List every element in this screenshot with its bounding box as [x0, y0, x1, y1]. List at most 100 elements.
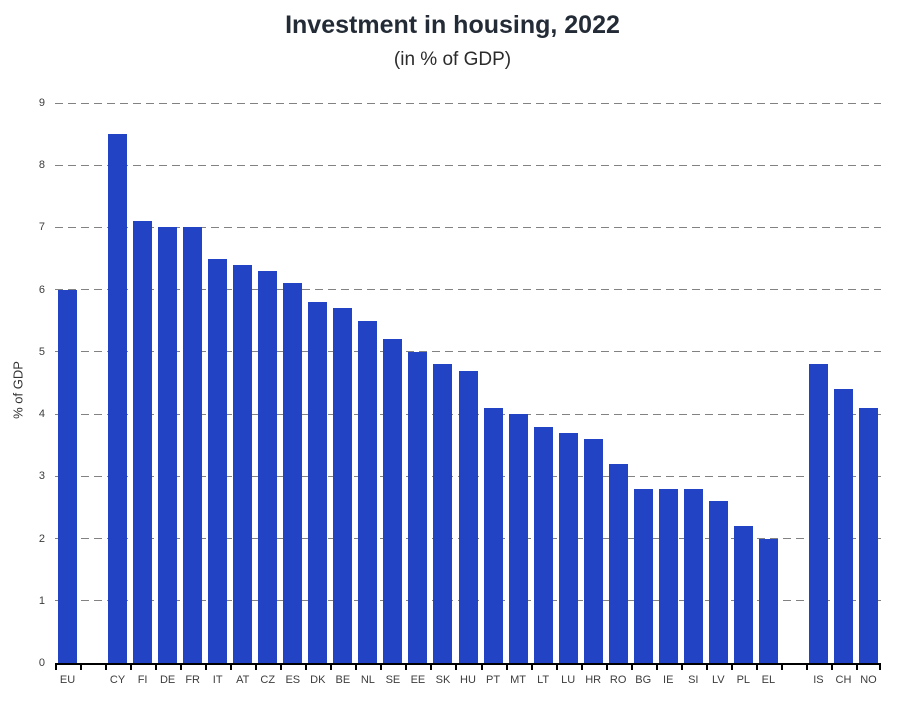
x-tick-label-IS: IS — [813, 674, 824, 686]
y-tick-label-7: 7 — [38, 221, 45, 234]
bar-AT — [233, 265, 253, 663]
x-tick-label-LV: LV — [711, 674, 725, 686]
x-tick-mark — [556, 665, 558, 670]
x-tick-mark — [531, 665, 533, 670]
x-tick-label-DK: DK — [310, 674, 326, 686]
y-tick-label-2: 2 — [38, 532, 45, 545]
bar-MT — [508, 414, 528, 663]
x-tick-label-NL: NL — [360, 674, 375, 686]
y-tick-label-4: 4 — [38, 408, 45, 421]
gridline-y8 — [55, 164, 881, 166]
x-tick-mark — [205, 665, 207, 670]
bar-DE — [158, 227, 178, 663]
x-tick-mark — [681, 665, 683, 670]
x-tick-mark — [606, 665, 608, 670]
bar-PT — [483, 408, 503, 663]
x-tick-mark — [380, 665, 382, 670]
bar-LV — [708, 501, 728, 663]
x-tick-label-CZ: CZ — [260, 674, 276, 686]
bar-SK — [433, 364, 453, 663]
bar-CH — [833, 389, 853, 663]
x-tick-label-LT: LT — [537, 674, 550, 686]
chart-title: Investment in housing, 2022 — [285, 11, 620, 39]
x-tick-mark — [731, 665, 733, 670]
x-tick-label-EE: EE — [410, 674, 426, 686]
x-tick-mark — [55, 665, 57, 670]
bar-BG — [633, 489, 653, 663]
bar-FR — [183, 227, 203, 663]
bar-SE — [383, 339, 403, 663]
gridline-y7 — [55, 226, 881, 228]
bar-IT — [208, 259, 228, 663]
x-tick-mark — [831, 665, 833, 670]
x-tick-label-IE: IE — [663, 674, 674, 686]
gridline-y5 — [55, 351, 881, 353]
x-tick-mark — [706, 665, 708, 670]
x-tick-label-HU: HU — [460, 674, 476, 686]
x-tick-label-ES: ES — [285, 674, 301, 686]
x-tick-label-CY: CY — [109, 674, 126, 686]
bar-RO — [608, 464, 628, 663]
x-tick-mark — [581, 665, 583, 670]
x-tick-label-MT: MT — [510, 674, 526, 686]
bar-PL — [733, 526, 753, 663]
x-tick-mark — [756, 665, 758, 670]
bar-NO — [858, 408, 878, 663]
x-tick-label-PL: PL — [736, 674, 751, 686]
bar-HR — [583, 439, 603, 663]
x-tick-mark — [656, 665, 658, 670]
x-tick-mark — [80, 665, 82, 670]
y-tick-label-0: 0 — [38, 657, 45, 669]
y-tick-label-8: 8 — [38, 159, 45, 172]
bar-LT — [533, 427, 553, 663]
x-tick-label-EU: EU — [59, 674, 76, 686]
x-tick-label-SK: SK — [435, 674, 451, 686]
x-tick-label-BG: BG — [635, 674, 652, 686]
x-tick-mark — [879, 665, 881, 670]
x-tick-mark — [430, 665, 432, 670]
bar-NL — [358, 321, 378, 663]
bar-EE — [408, 352, 428, 663]
x-tick-label-CH: CH — [835, 674, 852, 686]
x-tick-label-SE: SE — [385, 674, 401, 686]
x-tick-label-RO: RO — [609, 674, 627, 686]
x-tick-mark — [155, 665, 157, 670]
bar-IE — [658, 489, 678, 663]
x-tick-label-AT: AT — [236, 674, 250, 686]
x-tick-label-FR: FR — [185, 674, 200, 686]
x-tick-mark — [806, 665, 808, 670]
x-tick-mark — [481, 665, 483, 670]
x-tick-label-HR: HR — [585, 674, 602, 686]
x-tick-label-NO: NO — [860, 674, 877, 686]
x-tick-mark — [330, 665, 332, 670]
x-tick-mark — [180, 665, 182, 670]
bar-DK — [308, 302, 328, 663]
x-tick-mark — [255, 665, 257, 670]
x-tick-mark — [455, 665, 457, 670]
y-tick-label-1: 1 — [38, 594, 45, 607]
x-tick-label-EL: EL — [761, 674, 776, 686]
x-tick-mark — [105, 665, 107, 670]
x-tick-mark — [355, 665, 357, 670]
x-tick-mark — [130, 665, 132, 670]
x-tick-mark — [506, 665, 508, 670]
x-tick-mark — [781, 665, 783, 670]
plot-area: % of GDP 0 1 2 3 4 5 6 7 8 9 EU CY FI DE FR IT AT CZ ES DK B… — [11, 97, 881, 686]
x-tick-label-BE: BE — [335, 674, 351, 686]
y-tick-label-6: 6 — [38, 283, 45, 296]
x-tick-mark — [305, 665, 307, 670]
y-tick-label-5: 5 — [38, 345, 45, 358]
bar-BE — [333, 308, 353, 663]
chart-subtitle: (in % of GDP) — [393, 49, 512, 70]
x-tick-label-LU: LU — [561, 674, 576, 686]
x-tick-mark — [280, 665, 282, 670]
bar-SI — [683, 489, 703, 663]
bar-CZ — [258, 271, 278, 663]
x-tick-label-FI: FI — [137, 674, 148, 686]
x-tick-label-PT: PT — [485, 674, 501, 686]
bar-FI — [133, 221, 153, 663]
bar-IS — [808, 364, 828, 663]
bar-LU — [558, 433, 578, 663]
x-tick-label-IT: IT — [212, 674, 223, 686]
